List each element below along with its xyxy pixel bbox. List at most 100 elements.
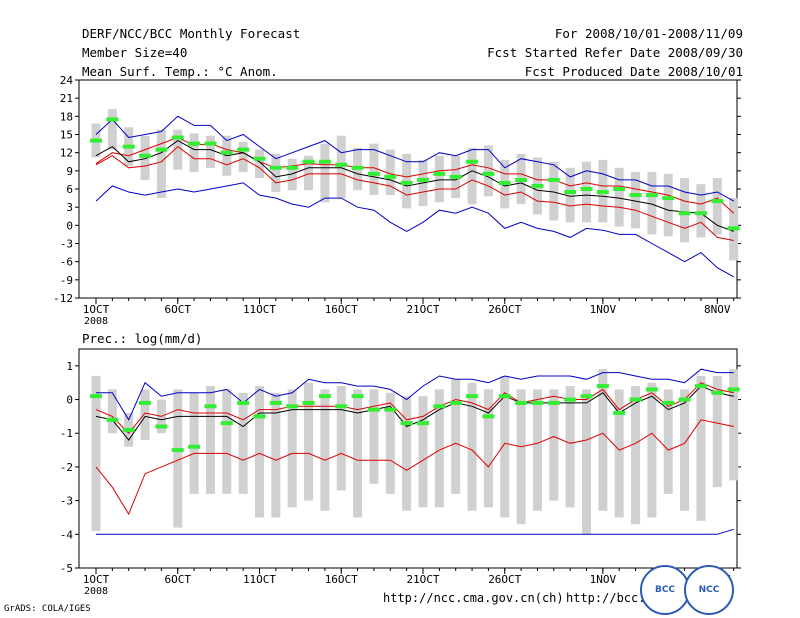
prec-marker xyxy=(367,407,380,412)
forecast-title: DERF/NCC/BCC Monthly Forecast xyxy=(82,26,301,41)
prec-lower-red-line xyxy=(95,419,734,516)
temp-marker xyxy=(678,211,691,216)
prec-box xyxy=(385,392,395,494)
prec-marker xyxy=(139,400,152,405)
prec-upper-red-line xyxy=(95,382,734,434)
prec-x-tick-label: 1OCT xyxy=(83,573,110,586)
temp-box xyxy=(320,143,330,203)
prec-marker xyxy=(122,427,135,432)
temp-upper-red-line xyxy=(95,136,735,214)
temp-x-tick-label: 26OCT xyxy=(488,303,521,316)
prec-marker xyxy=(547,400,560,405)
header-right: For 2008/10/01-2008/11/09 Fcst Started R… xyxy=(487,26,743,83)
prec-box xyxy=(434,389,444,508)
prec-marker xyxy=(466,394,479,399)
prec-marker xyxy=(580,394,593,399)
prec-box xyxy=(353,389,363,518)
temp-upper-bound-line xyxy=(95,115,734,202)
temp-marker xyxy=(335,162,348,167)
prec-marker xyxy=(678,397,691,402)
temp-box xyxy=(255,149,264,179)
prec-mean-line xyxy=(95,385,734,441)
temp-box xyxy=(140,135,150,180)
temp-box xyxy=(271,153,281,193)
temp-marker xyxy=(498,180,511,185)
temp-y-tick-label: 12 xyxy=(60,147,73,160)
prec-marker xyxy=(90,394,102,399)
temp-marker xyxy=(629,193,642,198)
prec-marker xyxy=(302,400,315,405)
temp-box xyxy=(434,155,444,203)
prec-marker xyxy=(531,400,544,405)
prec-marker xyxy=(106,417,119,422)
forecast-started-date: Fcst Started Refer Date 2008/09/30 xyxy=(487,45,743,60)
temp-box xyxy=(663,173,673,237)
temp-box xyxy=(107,109,117,150)
temp-marker xyxy=(351,165,364,170)
prec-y-tick-label: -4 xyxy=(60,528,74,541)
temp-x-tick-label: 21OCT xyxy=(406,303,439,316)
prec-marker xyxy=(253,414,266,419)
temp-x-tick-label: 1NOV xyxy=(590,303,617,316)
prec-marker xyxy=(417,421,429,426)
temp-marker xyxy=(269,165,282,170)
prec-y-tick-label: -1 xyxy=(60,427,73,440)
temp-y-tick-label: -3 xyxy=(60,238,73,251)
temp-box xyxy=(696,184,706,238)
prec-box xyxy=(304,382,314,501)
prec-box xyxy=(598,369,608,511)
prec-x-tick-label: 21OCT xyxy=(406,573,439,586)
prec-marker xyxy=(204,404,217,409)
prec-marker xyxy=(482,414,495,419)
bcc-url-link[interactable]: http://bcc. xyxy=(566,591,646,605)
prec-box xyxy=(418,396,428,508)
prec-box xyxy=(663,389,673,494)
temp-x-tick-label: 8NOV xyxy=(704,303,731,316)
prec-box xyxy=(631,386,641,525)
prec-marker xyxy=(351,394,364,399)
temp-lower-bound-line xyxy=(95,182,734,278)
prec-box xyxy=(565,386,575,508)
header-left: DERF/NCC/BCC Monthly Forecast Member Siz… xyxy=(82,26,300,83)
temp-marker xyxy=(253,156,266,161)
prec-marker xyxy=(400,421,413,426)
temp-marker xyxy=(515,177,528,182)
prec-y-tick-label: -2 xyxy=(60,461,73,474)
prec-y-tick-label: 0 xyxy=(66,394,73,407)
temp-y-tick-label: 6 xyxy=(66,183,73,196)
temp-y-tick-label: 3 xyxy=(66,201,73,214)
temp-y-tick-label: 18 xyxy=(60,110,73,123)
temp-y-tick-label: 9 xyxy=(66,165,73,178)
prec-box xyxy=(205,386,215,494)
prec-lower-bound-line xyxy=(96,528,734,535)
prec-box xyxy=(287,389,297,508)
prec-y-tick-label: 1 xyxy=(66,360,73,373)
ncc-url-link[interactable]: http://ncc.cma.gov.cn(ch) xyxy=(383,591,564,605)
prec-box xyxy=(238,392,248,494)
temp-marker xyxy=(122,144,135,149)
prec-box xyxy=(483,389,493,508)
prec-panel-title: Prec.: log(mm/d) xyxy=(82,331,202,346)
prec-box xyxy=(189,392,199,494)
prec-box xyxy=(140,389,150,440)
temp-box xyxy=(467,147,477,205)
prec-box xyxy=(500,375,510,518)
prec-marker xyxy=(515,400,528,405)
prec-box xyxy=(369,389,379,484)
prec-marker xyxy=(662,400,675,405)
temp-box xyxy=(369,143,379,196)
temp-marker xyxy=(237,147,250,152)
temp-marker xyxy=(694,211,707,216)
temp-x-tick-label: 11OCT xyxy=(243,303,276,316)
temp-box xyxy=(205,135,215,168)
prec-box xyxy=(582,389,591,535)
temp-y-tick-label: -6 xyxy=(60,256,73,269)
temp-marker xyxy=(662,196,675,201)
forecast-produced-date: Fcst Produced Date 2008/10/01 xyxy=(524,64,743,79)
temp-y-tick-label: 0 xyxy=(66,219,73,232)
temp-marker xyxy=(417,177,429,182)
prec-upper-bound-line xyxy=(96,368,734,421)
temp-marker xyxy=(188,141,201,146)
temp-box xyxy=(549,161,559,221)
prec-marker xyxy=(711,390,724,395)
